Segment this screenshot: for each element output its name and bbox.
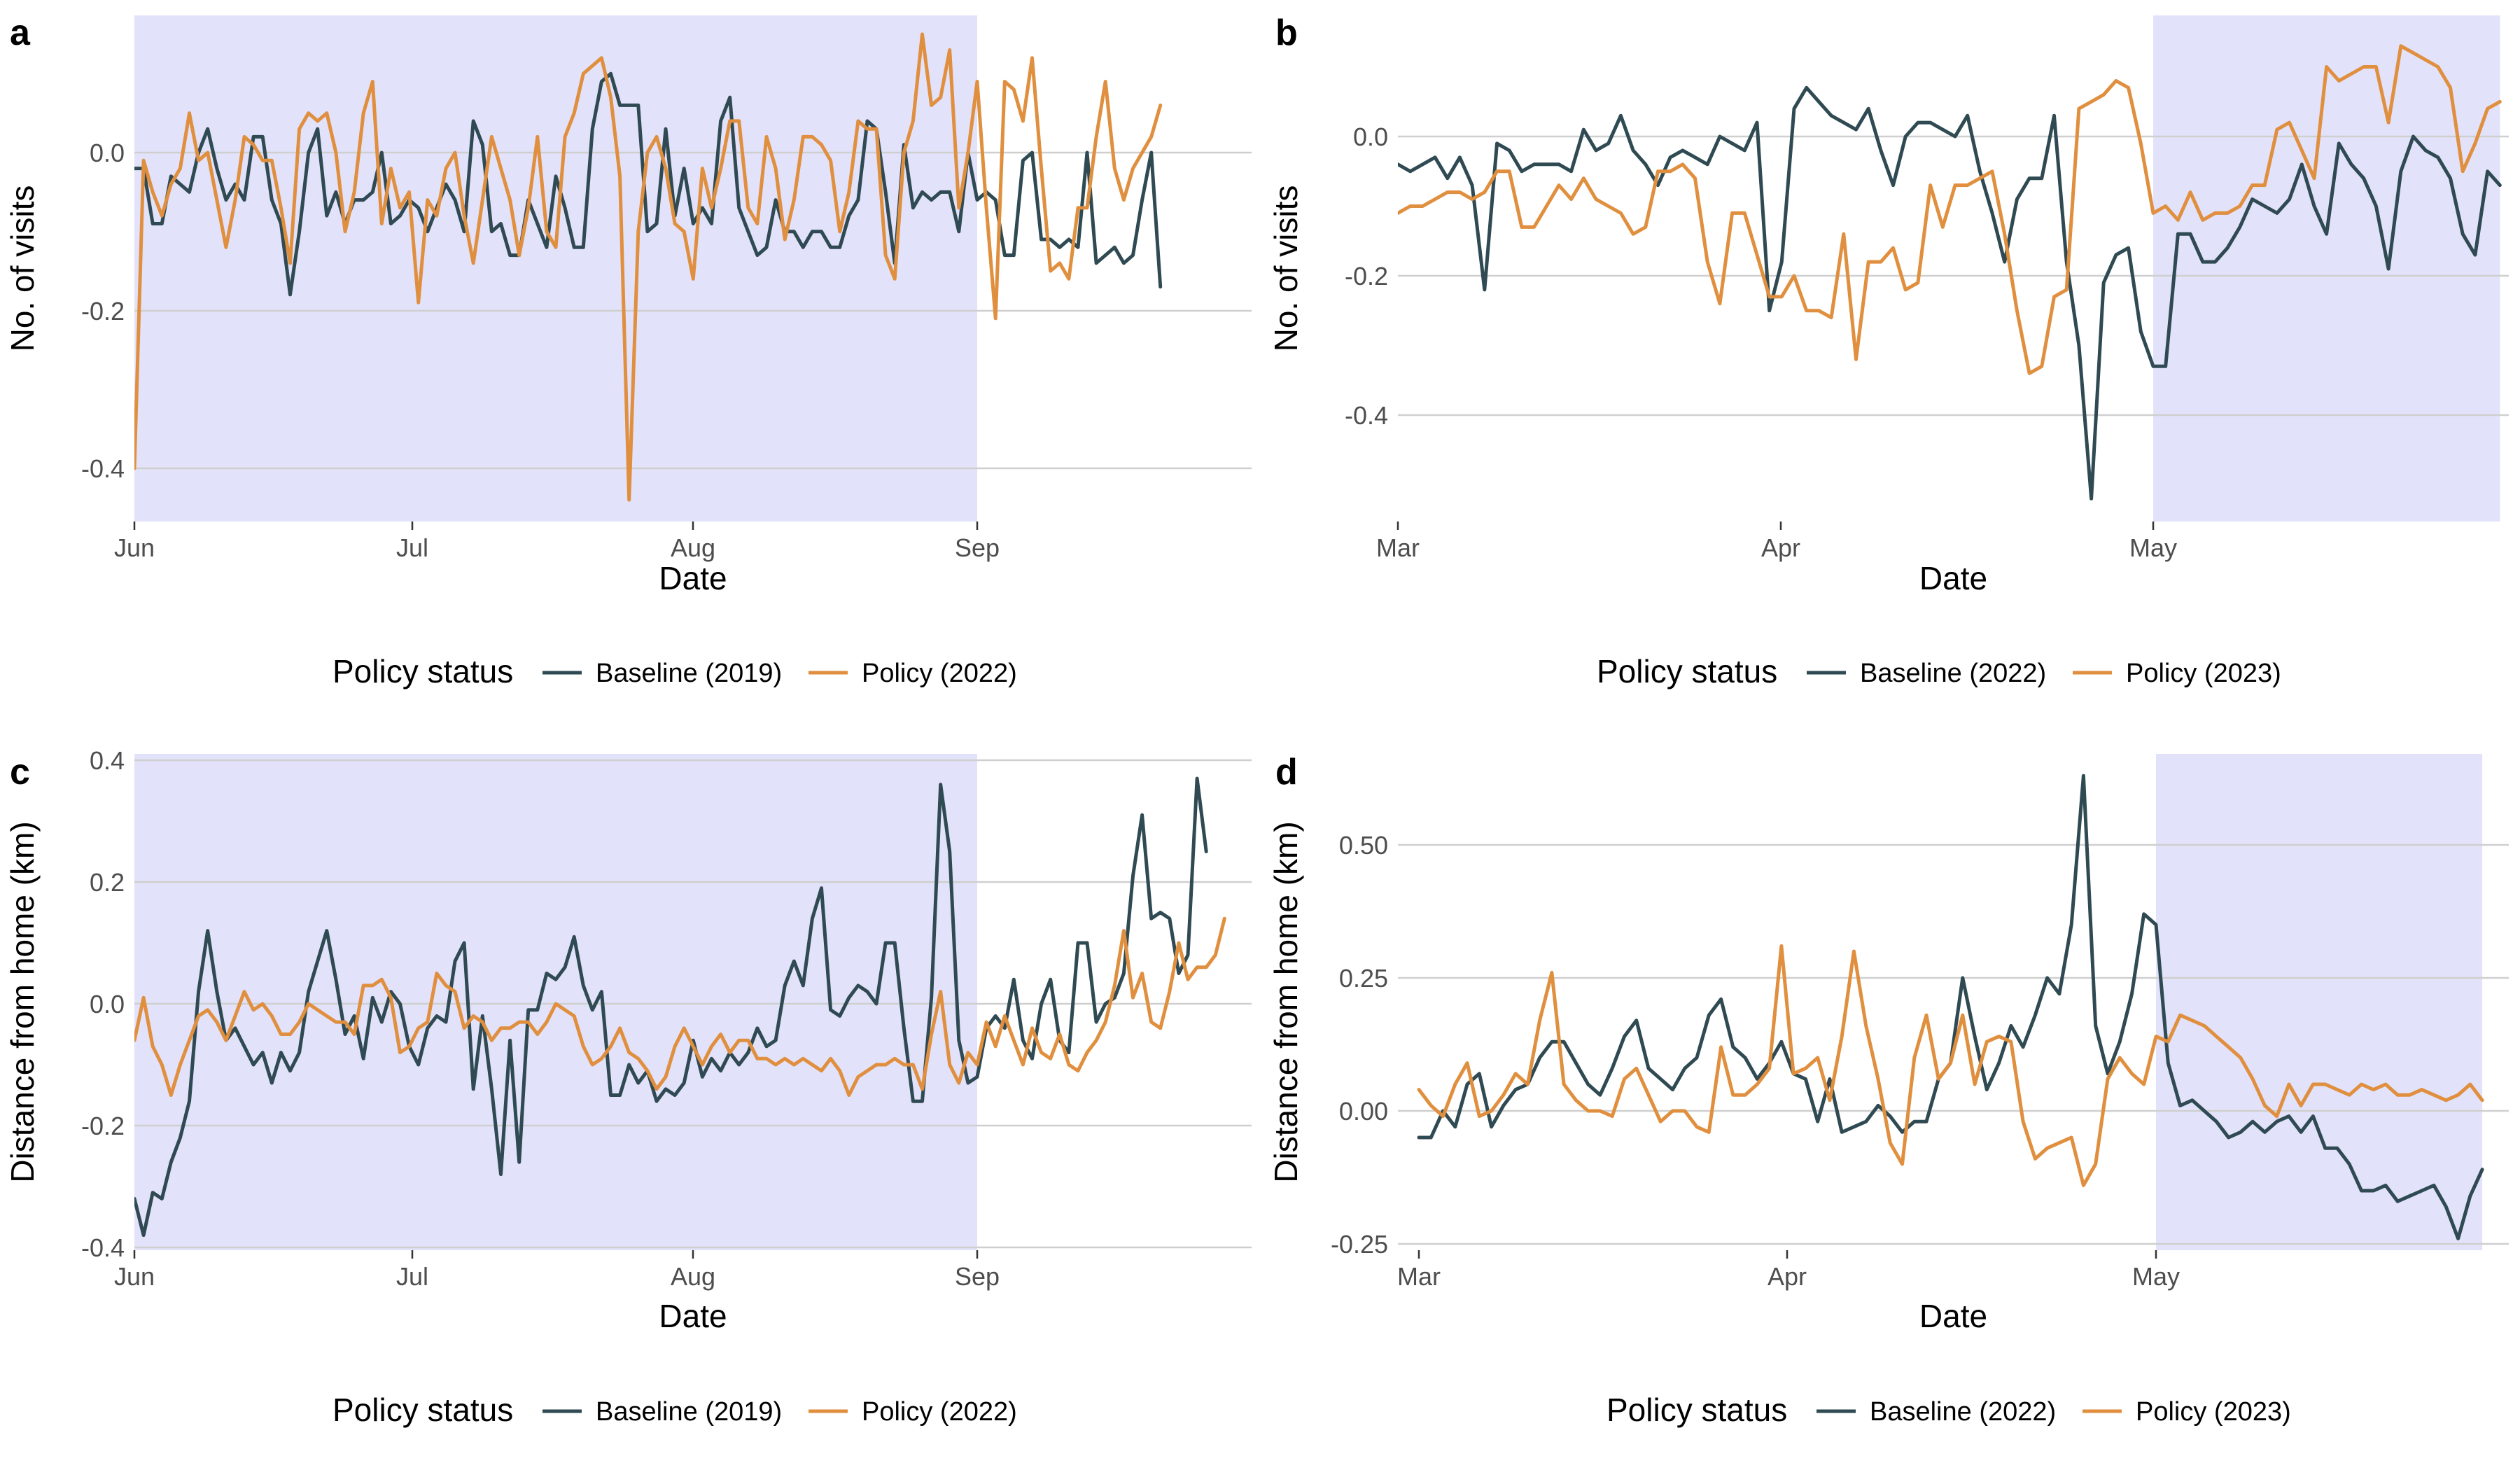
x-tick-label: Apr [1761, 533, 1800, 562]
y-tick-label: 0.50 [1339, 831, 1388, 860]
legend: Policy status Baseline (2019) Policy (2022… [332, 1392, 1017, 1428]
y-tick-label: 0.4 [90, 746, 125, 775]
y-axis-title: Distance from home (km) [4, 821, 41, 1182]
panel-d: 0.50 0.25 0.00 -0.25 Mar Apr May Date Distance f… [1268, 752, 2509, 1428]
x-tick-label: Jun [114, 1262, 155, 1291]
y-tick-label: -0.2 [81, 297, 125, 326]
y-tick-label: 0.2 [90, 868, 125, 897]
panel-b: 0.0 -0.2 -0.4 Mar Apr May Date No. of visits b Po… [1268, 13, 2509, 690]
x-axis-title: Date [659, 1298, 727, 1334]
panel-label: a [10, 13, 31, 53]
x-axis-title: Date [1919, 560, 1987, 596]
x-tick-label: Sep [955, 1262, 1000, 1291]
legend-title: Policy status [332, 1392, 513, 1428]
y-tick-label: -0.2 [1345, 262, 1388, 290]
y-axis-title: No. of visits [1268, 186, 1304, 352]
legend-label: Policy (2022) [862, 659, 1017, 688]
x-tick-label: May [2129, 533, 2177, 562]
series-line-baseline [134, 71, 1163, 297]
series-line-baseline [1398, 85, 2502, 500]
x-tick-label: Aug [671, 1262, 715, 1291]
x-tick-label: Jul [396, 1262, 428, 1291]
x-tick-label: Jul [396, 533, 428, 562]
legend-label: Baseline (2022) [1870, 1397, 2056, 1427]
legend-label: Baseline (2019) [596, 1397, 782, 1427]
legend-label: Baseline (2022) [1860, 659, 2046, 688]
policy-period-shade [2153, 15, 2500, 522]
y-tick-label: -0.4 [81, 454, 125, 483]
legend-label: Policy (2023) [2126, 659, 2281, 688]
legend: Policy status Baseline (2022) Policy (2023… [1606, 1392, 2291, 1428]
y-tick-label: 0.25 [1339, 964, 1388, 993]
x-tick-label: Apr [1768, 1262, 1807, 1291]
series-line-policy [134, 32, 1163, 502]
panel-a: 0.0 -0.2 -0.4 Jun Jul Aug Sep Date No. of visits… [4, 13, 1252, 690]
y-tick-label: 0.0 [1353, 122, 1388, 151]
y-tick-label: -0.2 [81, 1112, 125, 1140]
y-tick-label: 0.00 [1339, 1097, 1388, 1126]
x-tick-label: Aug [671, 533, 715, 562]
y-tick-label: 0.0 [90, 990, 125, 1018]
legend-title: Policy status [1597, 653, 1777, 690]
x-tick-label: Mar [1397, 1262, 1441, 1291]
panel-label: c [10, 752, 30, 792]
x-tick-label: Jun [114, 533, 155, 562]
y-axis-title: No. of visits [4, 186, 41, 352]
y-tick-label: 0.0 [90, 139, 125, 167]
legend-title: Policy status [1606, 1392, 1787, 1428]
legend-label: Policy (2022) [862, 1397, 1017, 1427]
x-tick-label: Sep [955, 533, 1000, 562]
legend-title: Policy status [332, 653, 513, 690]
y-tick-label: -0.4 [81, 1233, 125, 1262]
y-axis-title: Distance from home (km) [1268, 821, 1304, 1182]
y-tick-label: -0.25 [1331, 1230, 1388, 1259]
series-line-policy [1398, 44, 2502, 375]
y-tick-label: -0.4 [1345, 401, 1388, 430]
policy-period-shade [2156, 754, 2483, 1250]
x-tick-label: Mar [1376, 533, 1420, 562]
legend: Policy status Baseline (2019) Policy (2022… [332, 653, 1017, 690]
legend-label: Policy (2023) [2136, 1397, 2291, 1427]
panel-label: d [1275, 752, 1298, 792]
panel-label: b [1275, 13, 1298, 53]
x-tick-label: May [2132, 1262, 2180, 1291]
legend: Policy status Baseline (2022) Policy (2023… [1597, 653, 2281, 690]
series-line-policy [134, 916, 1226, 1097]
series-line-policy [1417, 944, 2484, 1187]
x-axis-title: Date [1919, 1298, 1987, 1334]
policy-period-shade [134, 15, 977, 522]
x-axis-title: Date [659, 560, 727, 596]
legend-label: Baseline (2019) [596, 659, 782, 688]
